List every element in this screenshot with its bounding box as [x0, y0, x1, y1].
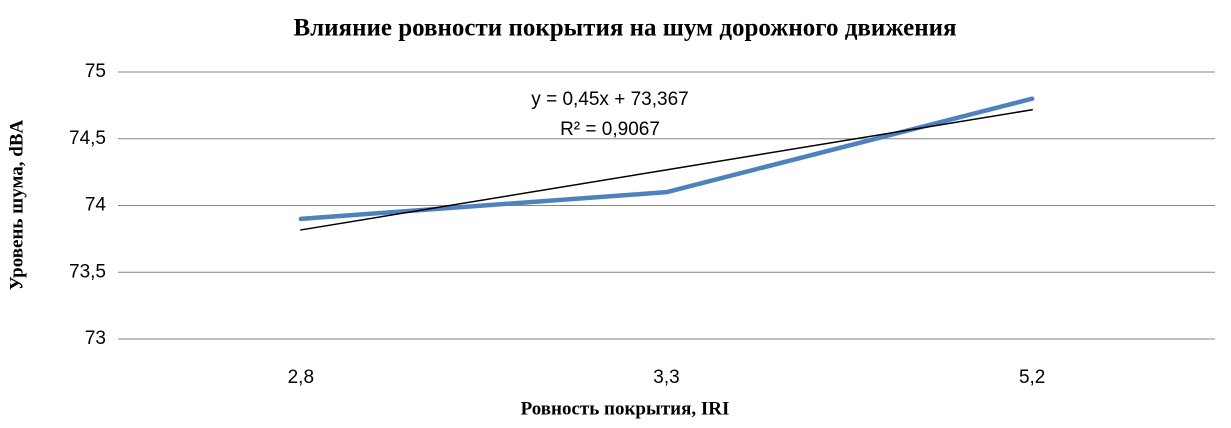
x-tick-label: 3,3: [653, 367, 679, 388]
x-tick-label: 5,2: [1019, 367, 1045, 388]
y-tick-label: 73: [85, 328, 106, 349]
y-tick-label: 74: [85, 195, 107, 216]
y-tick-label: 74,5: [69, 128, 106, 149]
chart-title: Влияние ровности покрытия на шум дорожно…: [293, 15, 956, 42]
x-axis-label: Ровность покрытия, IRI: [521, 398, 730, 419]
data-line: [298, 96, 1035, 222]
y-tick-label: 75: [85, 61, 106, 82]
x-tick-label: 2,8: [288, 367, 314, 388]
y-tick-label: 73,5: [69, 261, 106, 282]
trend-equation: y = 0,45x + 73,367: [531, 89, 688, 110]
y-axis-label: Уровень шума, dBA: [6, 119, 27, 290]
trend-equation: R² = 0,9067: [560, 119, 660, 140]
trend-line: [300, 109, 1033, 231]
